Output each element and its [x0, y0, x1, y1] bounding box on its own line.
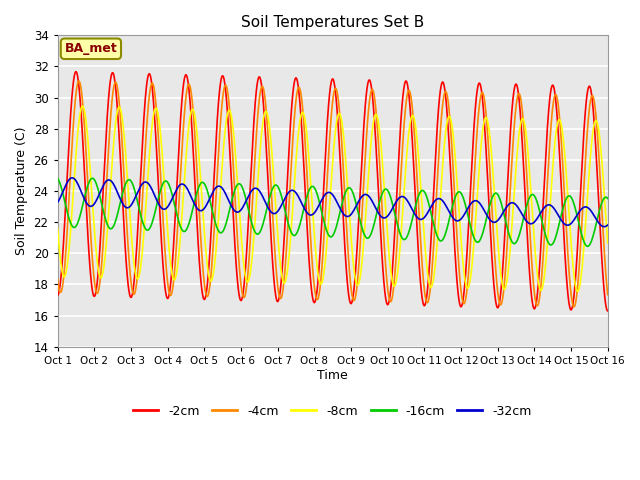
Legend: -2cm, -4cm, -8cm, -16cm, -32cm: -2cm, -4cm, -8cm, -16cm, -32cm [129, 400, 537, 423]
Text: BA_met: BA_met [65, 42, 117, 55]
Title: Soil Temperatures Set B: Soil Temperatures Set B [241, 15, 424, 30]
Y-axis label: Soil Temperature (C): Soil Temperature (C) [15, 127, 28, 255]
X-axis label: Time: Time [317, 369, 348, 382]
